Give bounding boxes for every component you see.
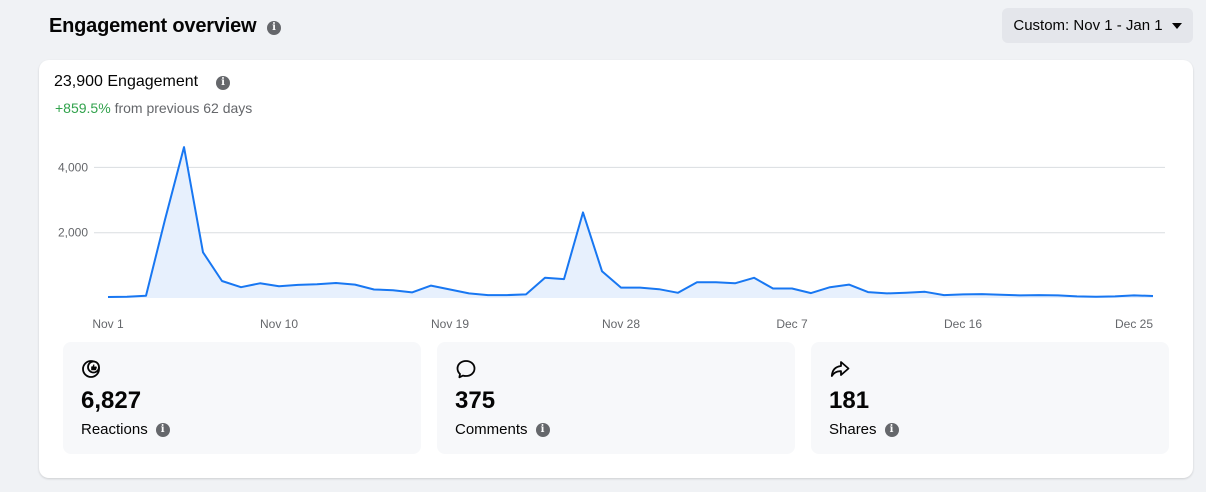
stat-card-reactions: 6,827 Reactions i bbox=[63, 342, 421, 454]
data-point bbox=[334, 281, 338, 285]
data-point bbox=[182, 145, 186, 149]
data-point bbox=[486, 293, 490, 297]
data-point bbox=[239, 285, 243, 289]
info-icon[interactable]: i bbox=[155, 422, 170, 437]
data-point bbox=[695, 280, 699, 284]
stat-value: 375 bbox=[455, 387, 496, 414]
data-point bbox=[1056, 293, 1060, 297]
data-point bbox=[201, 250, 205, 254]
x-tick-label: Dec 25 bbox=[1115, 317, 1153, 331]
data-point bbox=[524, 292, 528, 296]
data-point bbox=[543, 276, 547, 280]
data-point bbox=[220, 279, 224, 283]
comment-icon bbox=[456, 360, 476, 379]
data-point bbox=[847, 283, 851, 287]
x-tick-label: Nov 10 bbox=[260, 317, 298, 331]
data-point bbox=[980, 292, 984, 296]
data-point bbox=[296, 283, 300, 287]
data-point bbox=[714, 280, 718, 284]
data-point bbox=[828, 285, 832, 289]
data-point bbox=[1132, 293, 1136, 297]
data-point bbox=[790, 287, 794, 291]
x-tick-label: Dec 7 bbox=[776, 317, 808, 331]
x-tick-label: Nov 19 bbox=[431, 317, 469, 331]
series-area bbox=[108, 147, 1153, 298]
data-point bbox=[1018, 293, 1022, 297]
data-point bbox=[942, 293, 946, 297]
data-point bbox=[866, 290, 870, 294]
data-point bbox=[258, 281, 262, 285]
data-point bbox=[923, 290, 927, 294]
data-point bbox=[961, 292, 965, 296]
y-tick-label: 4,000 bbox=[58, 160, 88, 174]
engagement-chart[interactable]: 2,000 4,000 Nov 1 Nov 10 Nov 19 Nov 28 Dec 7 De… bbox=[39, 60, 1193, 340]
data-point bbox=[1094, 295, 1098, 299]
data-point bbox=[429, 284, 433, 288]
data-point bbox=[619, 286, 623, 290]
stat-label: Reactions bbox=[81, 421, 148, 438]
engagement-card: 23,900 Engagement i +859.5% from previou… bbox=[39, 60, 1193, 478]
data-point bbox=[353, 283, 357, 287]
stat-card-comments: 375 Comments i bbox=[437, 342, 795, 454]
data-point bbox=[904, 291, 908, 295]
data-point bbox=[1037, 293, 1041, 297]
stat-value: 6,827 bbox=[81, 387, 142, 414]
data-point bbox=[1075, 294, 1079, 298]
data-point bbox=[467, 291, 471, 295]
caret-down-icon bbox=[1171, 23, 1182, 29]
engagement-delta: +859.5% from previous 62 days bbox=[55, 100, 252, 116]
info-icon[interactable]: i bbox=[884, 422, 899, 437]
data-point bbox=[657, 287, 661, 291]
stat-label: Comments bbox=[455, 421, 528, 438]
date-range-label: Custom: Nov 1 - Jan 1 bbox=[1013, 17, 1163, 34]
share-icon bbox=[830, 361, 850, 377]
data-point bbox=[600, 269, 604, 273]
stat-label: Shares bbox=[829, 421, 877, 438]
data-point bbox=[733, 281, 737, 285]
data-point bbox=[809, 291, 813, 295]
data-point bbox=[676, 291, 680, 295]
data-point bbox=[885, 291, 889, 295]
delta-text: from previous 62 days bbox=[114, 100, 253, 116]
series-line bbox=[107, 146, 1154, 298]
stat-value: 181 bbox=[829, 387, 870, 414]
page-header: Engagement overview i Custom: Nov 1 - Ja… bbox=[0, 0, 1206, 56]
data-point bbox=[277, 284, 281, 288]
data-point bbox=[638, 286, 642, 290]
engagement-total: 23,900 Engagement bbox=[54, 73, 199, 90]
data-point bbox=[771, 287, 775, 291]
info-icon[interactable]: i bbox=[535, 422, 550, 437]
data-point bbox=[505, 293, 509, 297]
x-tick-label: Dec 16 bbox=[944, 317, 982, 331]
data-point bbox=[372, 288, 376, 292]
data-point bbox=[144, 294, 148, 298]
delta-percent: +859.5% bbox=[55, 100, 111, 116]
data-point bbox=[163, 218, 167, 222]
data-point bbox=[581, 210, 585, 214]
y-tick-label: 2,000 bbox=[58, 226, 88, 240]
page-title: Engagement overview bbox=[49, 15, 257, 37]
data-point bbox=[752, 276, 756, 280]
data-point bbox=[410, 290, 414, 294]
data-point bbox=[999, 293, 1003, 297]
x-tick-label: Nov 28 bbox=[602, 317, 640, 331]
data-point bbox=[125, 295, 129, 299]
stat-card-shares: 181 Shares i bbox=[811, 342, 1169, 454]
date-range-dropdown[interactable]: Custom: Nov 1 - Jan 1 bbox=[1002, 8, 1193, 43]
info-icon[interactable]: i bbox=[267, 21, 281, 35]
data-point bbox=[1113, 294, 1117, 298]
info-icon[interactable]: i bbox=[216, 76, 230, 90]
data-point bbox=[391, 288, 395, 292]
reactions-icon bbox=[82, 360, 100, 378]
data-point bbox=[1151, 294, 1155, 298]
x-tick-label: Nov 1 bbox=[92, 317, 124, 331]
data-point bbox=[106, 295, 110, 299]
data-point bbox=[448, 288, 452, 292]
data-point bbox=[315, 282, 319, 286]
data-point bbox=[562, 277, 566, 281]
